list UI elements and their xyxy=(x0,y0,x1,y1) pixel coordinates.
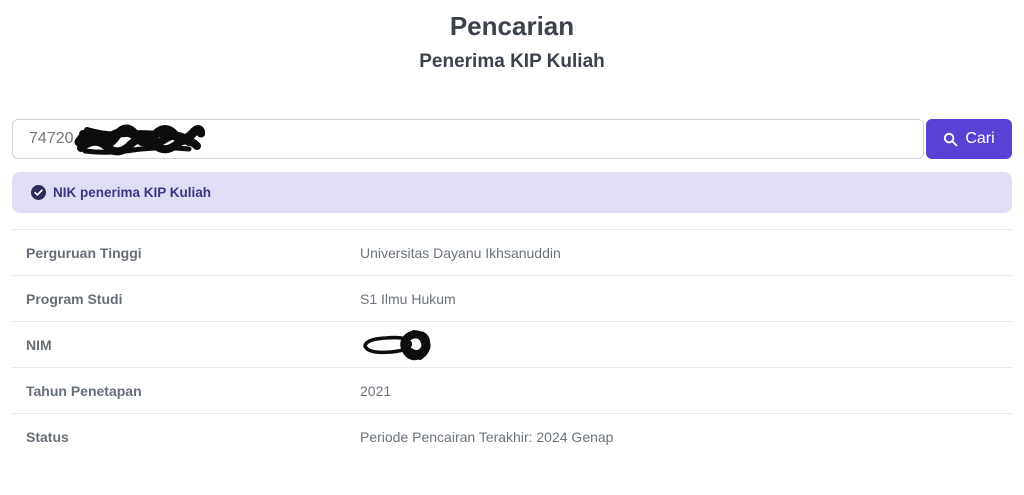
check-circle-icon xyxy=(31,185,46,200)
table-row: NIM xyxy=(12,322,1012,368)
table-row: Tahun Penetapan 2021 xyxy=(12,368,1012,414)
redaction-scribble-nim-value xyxy=(363,329,431,360)
search-bar: Cari xyxy=(12,119,1012,159)
row-value: S1 Ilmu Hukum xyxy=(360,290,456,307)
row-value: Periode Pencairan Terakhir: 2024 Genap xyxy=(360,429,614,445)
table-row: Status Periode Pencairan Terakhir: 2024 … xyxy=(12,414,1012,460)
search-icon xyxy=(944,132,958,146)
banner-label: NIK penerima KIP Kuliah xyxy=(53,185,212,200)
row-value: Universitas Dayanu Ikhsanuddin xyxy=(360,244,561,261)
row-label: Tahun Penetapan xyxy=(26,382,142,399)
page-title: Pencarian xyxy=(449,11,575,41)
search-button-label: Cari xyxy=(965,130,995,147)
row-value: 2021 xyxy=(360,382,392,399)
page-container: Pencarian Penerima KIP Kuliah Cari xyxy=(12,0,1012,460)
row-value xyxy=(360,329,1012,361)
result-type-banner: NIK penerima KIP Kuliah xyxy=(12,172,1012,213)
details-table: Perguruan Tinggi Universitas Dayanu Ikhs… xyxy=(12,229,1012,460)
search-input[interactable] xyxy=(12,119,924,159)
row-label: Perguruan Tinggi xyxy=(26,244,142,261)
row-label: NIM xyxy=(26,336,52,353)
search-button[interactable]: Cari xyxy=(926,119,1012,159)
page-subtitle: Penerima KIP Kuliah xyxy=(419,51,605,72)
search-input-wrap xyxy=(12,119,924,159)
table-row: Program Studi S1 Ilmu Hukum xyxy=(12,276,1012,322)
row-label: Program Studi xyxy=(26,290,123,307)
row-label: Status xyxy=(26,429,69,445)
table-row: Perguruan Tinggi Universitas Dayanu Ikhs… xyxy=(12,230,1012,276)
